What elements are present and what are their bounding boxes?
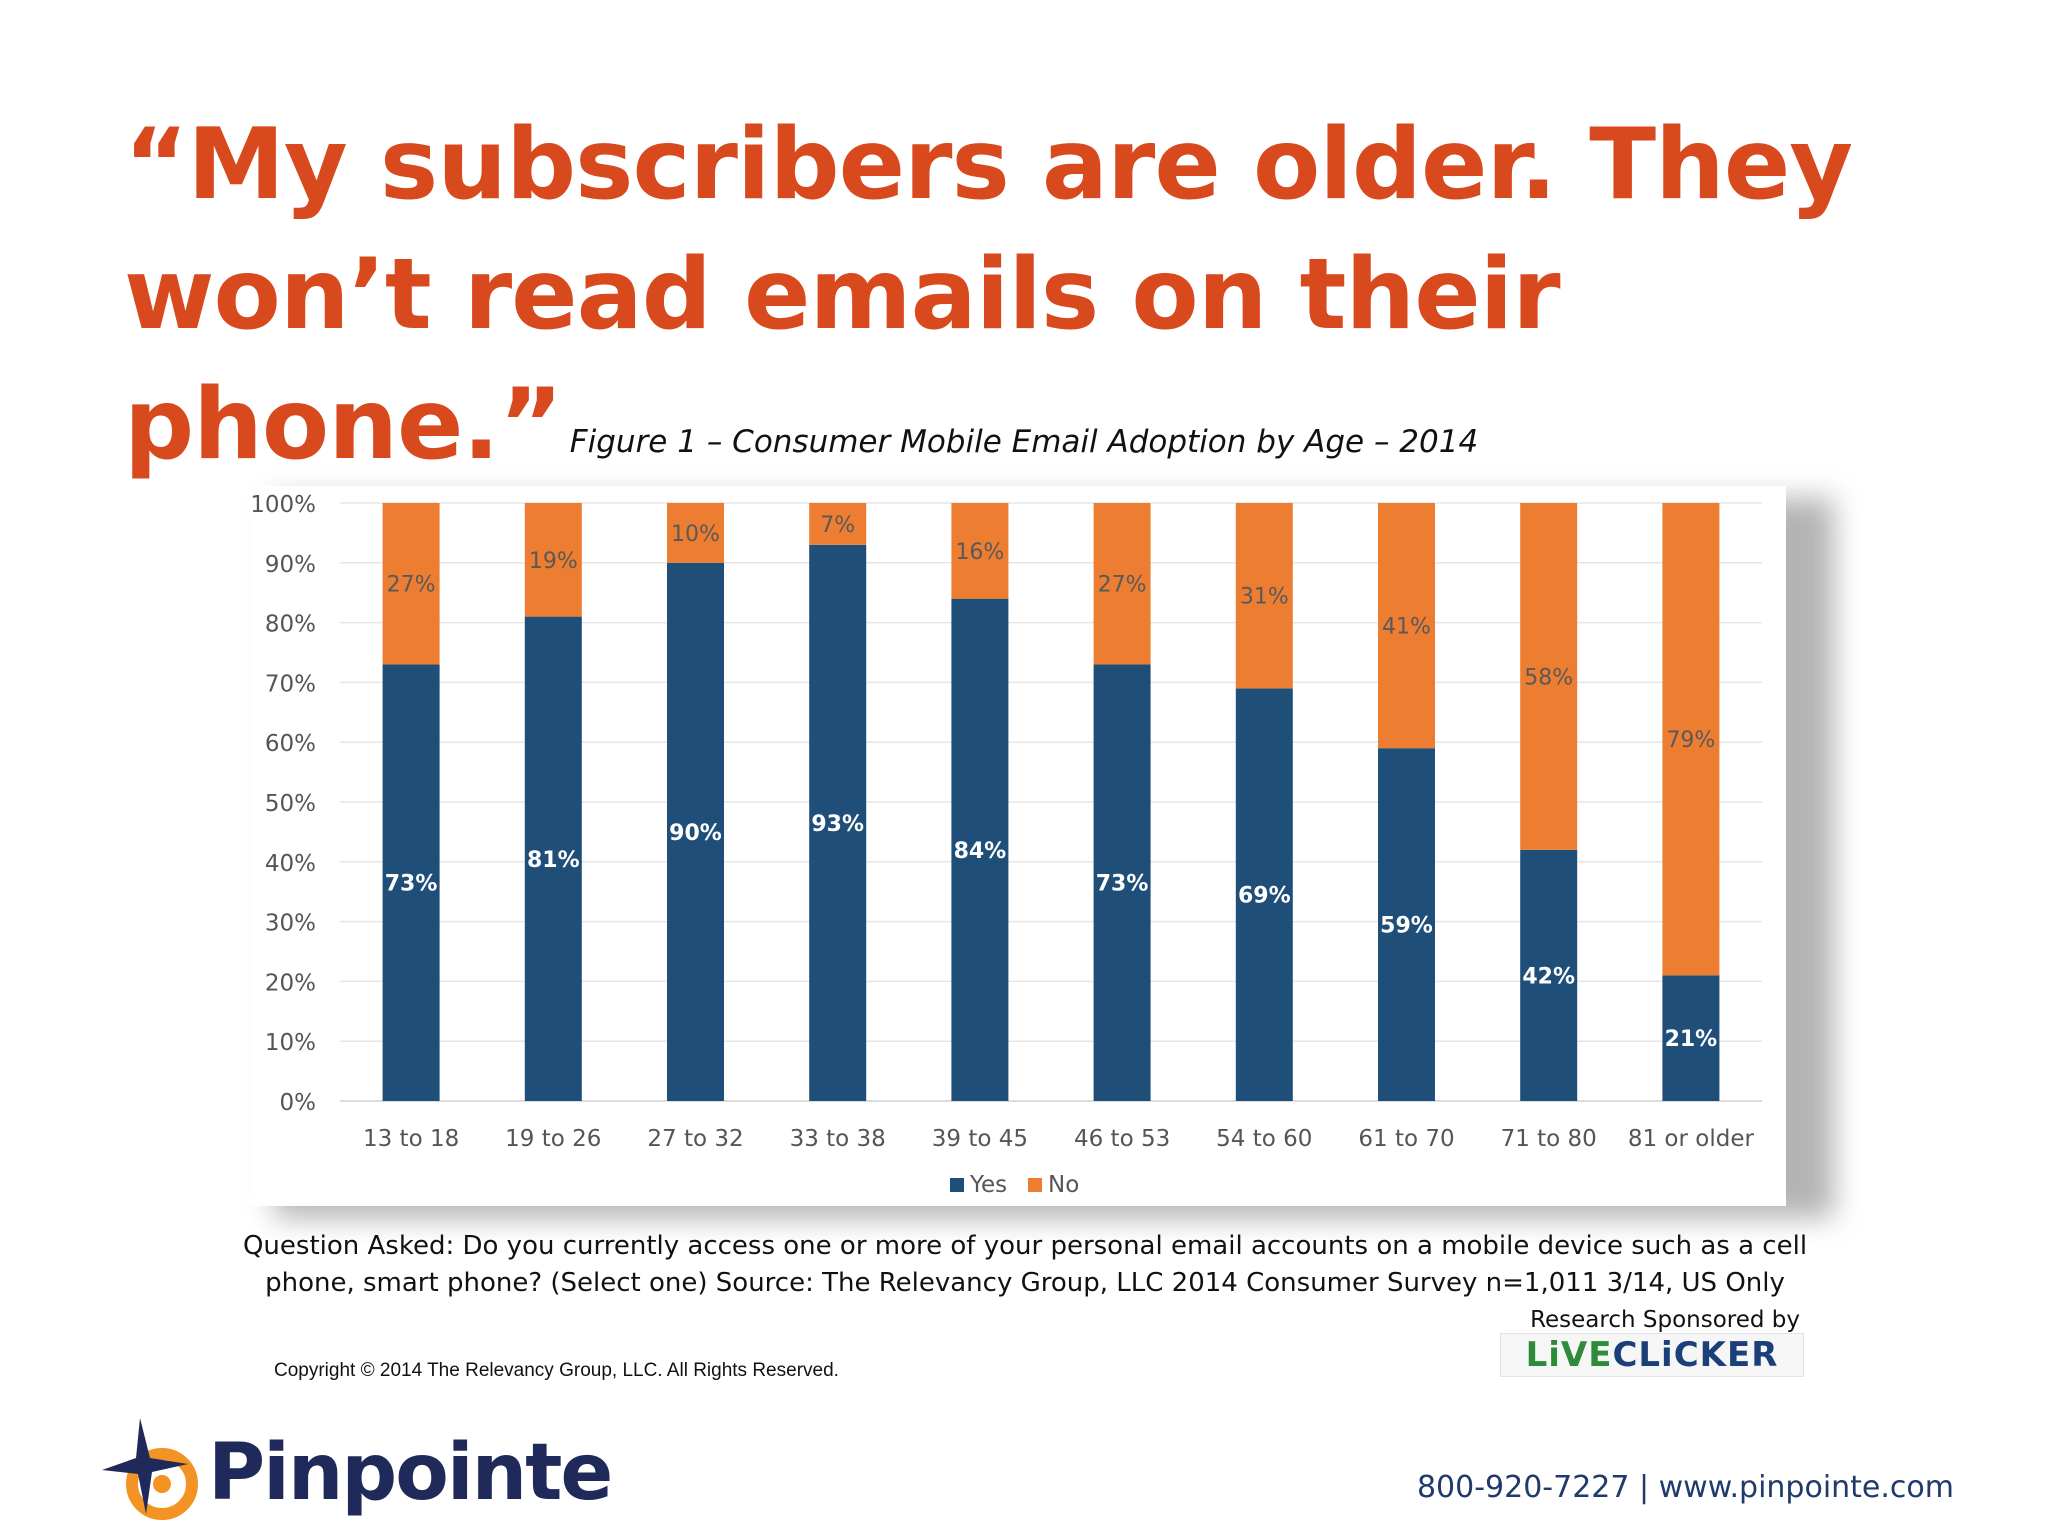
x-tick-label: 27 to 32 (647, 1126, 743, 1152)
logo-clicker: CLiCKER (1612, 1335, 1779, 1375)
data-label-no: 19% (529, 549, 578, 574)
y-tick-label: 20% (265, 970, 316, 996)
bar-no (809, 503, 867, 545)
data-label-no: 16% (955, 540, 1004, 565)
data-label-no: 7% (820, 513, 855, 538)
data-label-yes: 93% (811, 812, 864, 837)
x-tick-label: 61 to 70 (1358, 1126, 1454, 1152)
bar-yes (1378, 748, 1435, 1101)
y-tick-label: 40% (265, 851, 316, 877)
data-label-yes: 73% (385, 872, 438, 897)
bar-no (382, 503, 440, 665)
bar-yes (951, 598, 1009, 1101)
data-label-yes: 42% (1522, 964, 1575, 989)
bar-no (1093, 503, 1151, 665)
x-tick-label: 19 to 26 (505, 1126, 601, 1152)
contact-info: 800-920-7227 | www.pinpointe.com (1416, 1470, 1954, 1505)
y-tick-label: 50% (265, 791, 316, 817)
data-label-yes: 69% (1238, 884, 1291, 909)
legend-label-no: No (1048, 1172, 1079, 1198)
bar-yes (1662, 975, 1720, 1101)
logo-live: LiVE (1525, 1335, 1613, 1375)
y-tick-label: 100% (250, 492, 316, 518)
data-label-no: 41% (1382, 615, 1431, 640)
bar-no (1378, 503, 1435, 749)
x-tick-label: 46 to 53 (1074, 1126, 1170, 1152)
y-tick-label: 30% (265, 911, 316, 937)
y-tick-label: 80% (265, 612, 316, 638)
x-tick-label: 13 to 18 (363, 1126, 459, 1152)
x-tick-label: 81 or older (1628, 1126, 1755, 1152)
legend-swatch-no (1028, 1178, 1042, 1192)
data-label-no: 79% (1666, 728, 1715, 753)
bar-no (951, 503, 1009, 599)
data-label-no: 27% (1098, 573, 1147, 598)
x-tick-label: 39 to 45 (932, 1126, 1028, 1152)
bar-no (1520, 503, 1578, 850)
bar-no (1235, 503, 1293, 689)
data-label-yes: 90% (669, 821, 722, 846)
bar-no (524, 503, 582, 617)
x-tick-label: 33 to 38 (790, 1126, 886, 1152)
data-label-yes: 73% (1096, 872, 1149, 897)
brand-name: Pinpointe (208, 1428, 613, 1518)
x-tick-label: 54 to 60 (1216, 1126, 1312, 1152)
y-tick-label: 10% (265, 1030, 316, 1056)
legend-label-yes: Yes (969, 1172, 1007, 1198)
y-tick-label: 90% (265, 552, 316, 578)
y-tick-label: 60% (265, 731, 316, 757)
y-tick-label: 0% (280, 1090, 317, 1116)
bar-yes (667, 562, 724, 1101)
copyright: Copyright © 2014 The Relevancy Group, LL… (274, 1360, 839, 1381)
data-label-yes: 81% (527, 848, 580, 873)
x-tick-label: 71 to 80 (1501, 1126, 1597, 1152)
data-label-yes: 59% (1380, 914, 1433, 939)
bar-yes (382, 664, 440, 1101)
legend-swatch-yes (950, 1178, 964, 1192)
bar-no (1662, 503, 1720, 976)
bar-yes (1235, 688, 1293, 1101)
bar-yes (809, 544, 867, 1101)
sponsor-label: Research Sponsored by (1530, 1307, 1800, 1333)
liveclicker-logo: LiVECLiCKER (1500, 1333, 1804, 1377)
figure-caption: Figure 1 – Consumer Mobile Email Adoptio… (569, 424, 1479, 460)
bar-no (667, 503, 724, 563)
data-label-yes: 84% (954, 839, 1007, 864)
data-label-yes: 21% (1665, 1027, 1718, 1052)
data-label-no: 27% (387, 573, 436, 598)
bar-yes (1520, 849, 1578, 1101)
headline: “My subscribers are older. They won’t re… (124, 108, 1853, 482)
data-label-no: 58% (1524, 665, 1573, 690)
data-label-no: 31% (1240, 585, 1289, 610)
bar-yes (524, 616, 582, 1101)
data-label-no: 10% (671, 522, 720, 547)
survey-question: Question Asked: Do you currently access … (242, 1231, 1808, 1298)
chart-panel: 0% 10% 20% 30% 40% 50% 60% 70% 80% 90% 100% 73% 27% 1… (250, 486, 1786, 1206)
stacked-bar-chart: 0% 10% 20% 30% 40% 50% 60% 70% 80% 90% 100% 73% 27% 1… (250, 492, 1762, 1198)
bar-yes (1093, 664, 1151, 1101)
y-tick-label: 70% (265, 671, 316, 697)
pinpointe-star-target-icon (102, 1418, 198, 1520)
